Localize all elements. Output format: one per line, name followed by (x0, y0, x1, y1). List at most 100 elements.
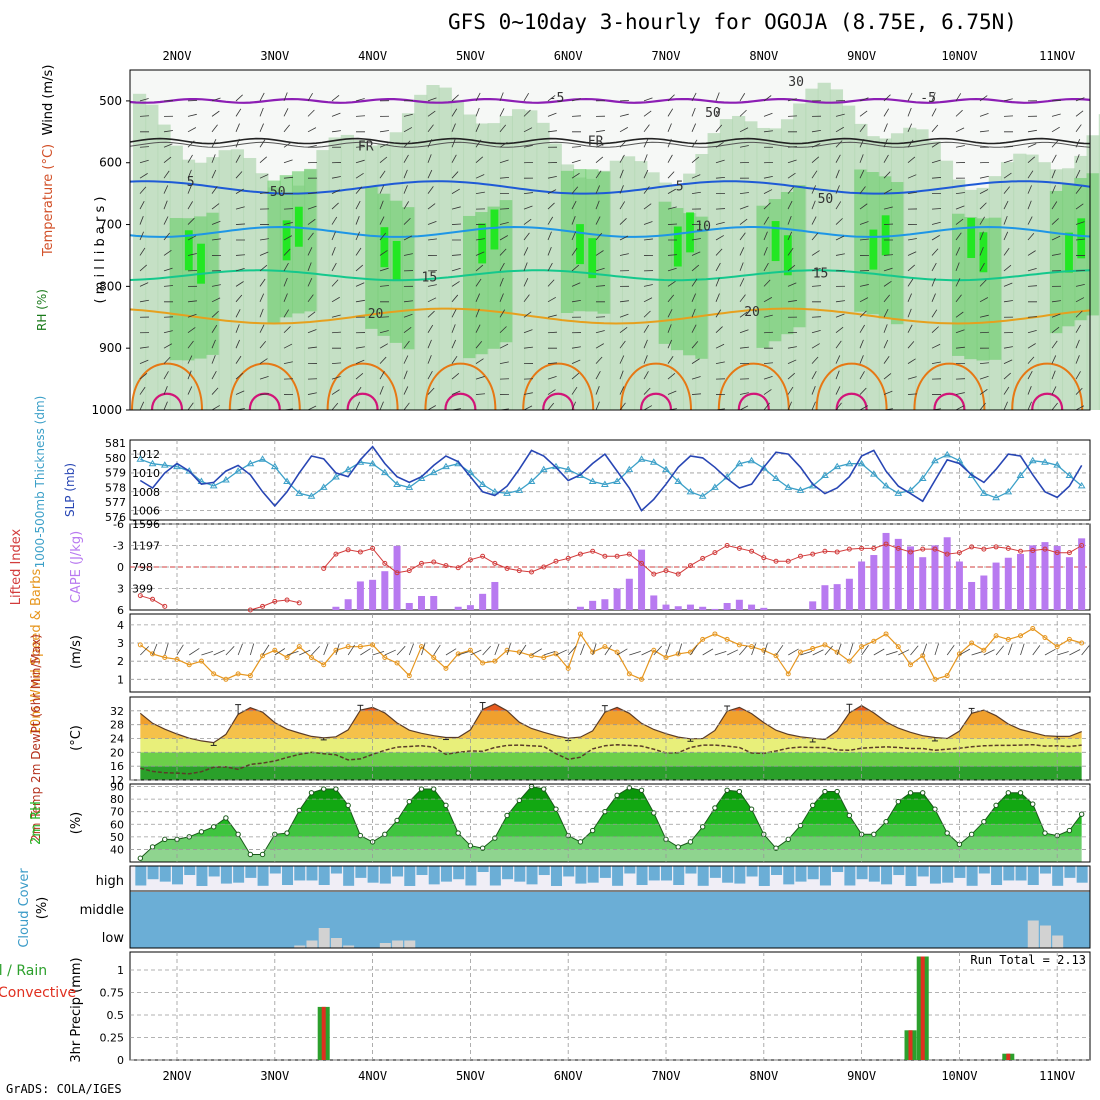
rh-band-light (939, 160, 954, 410)
wind-barb (445, 648, 457, 656)
upper-wind-barb (475, 308, 480, 318)
rh2m-marker (321, 786, 327, 792)
upper-wind-barb (1051, 313, 1061, 318)
freezing-level-contour (129, 137, 1091, 145)
upper-wind-barb (475, 174, 485, 179)
cape-bar (833, 584, 841, 610)
high-cloud-bar (844, 866, 856, 886)
upper-wind-barb (379, 371, 385, 380)
wind-barb (531, 648, 542, 656)
upper-wind-barb (523, 127, 533, 133)
wind-speed-marker (467, 647, 473, 653)
upper-wind-barb (379, 143, 389, 148)
cape-bar (699, 606, 707, 610)
thickness-marker (368, 459, 377, 467)
thickness-marker (845, 459, 854, 467)
upper-wind-barb (427, 324, 434, 333)
upper-wind-barb (427, 339, 432, 349)
high-cloud-bar (624, 866, 636, 874)
contour-label: 50 (818, 192, 834, 207)
upper-wind-barb (643, 186, 650, 194)
upper-wind-barb (931, 177, 942, 179)
high-cloud-bar (917, 866, 929, 877)
thickness-marker (222, 476, 230, 483)
high-cloud-bar (661, 866, 672, 881)
upper-wind-barb (883, 108, 890, 117)
contour-label: 5 (187, 175, 195, 190)
wind-barb (726, 649, 739, 656)
upper-wind-barb (595, 156, 604, 164)
upper-wind-barb (643, 355, 648, 364)
rh2m-marker (284, 830, 290, 836)
wind-barb (800, 651, 813, 656)
temp-contour-25 (913, 362, 986, 411)
upper-wind-barb (739, 405, 749, 411)
lifted-index-marker (260, 603, 266, 609)
upper-wind-barb (595, 285, 606, 287)
upper-wind-barb (547, 130, 557, 133)
contour-label: 30 (788, 75, 804, 90)
upper-wind-barb (139, 159, 149, 164)
upper-wind-barb (403, 185, 408, 194)
upper-wind-barb (907, 92, 913, 102)
upper-wind-barb (523, 232, 530, 241)
rh-tick-label: 60 (110, 818, 124, 831)
upper-wind-barb (979, 216, 985, 225)
rh-band-light (328, 137, 342, 410)
upper-wind-barb (955, 247, 961, 256)
temp-contour-25 (131, 362, 203, 411)
wind-barb (470, 649, 482, 656)
upper-wind-barb (595, 250, 604, 256)
rh-tick-label: 40 (110, 843, 124, 856)
upper-wind-barb (547, 296, 556, 303)
upper-wind-barb (859, 339, 864, 349)
upper-wind-barb (811, 267, 821, 272)
upper-wind-barb (331, 389, 340, 395)
upper-wind-barb (979, 375, 989, 380)
wind-speed-marker (406, 673, 412, 679)
upper-wind-barb (691, 278, 698, 287)
upper-wind-barb (787, 146, 797, 148)
upper-wind-barb (595, 386, 600, 395)
upper-wind-barb (859, 203, 868, 210)
upper-wind-barb (835, 253, 845, 256)
upper-wind-barb (331, 296, 340, 303)
thickness-marker (1065, 471, 1074, 479)
upper-wind-barb (499, 235, 509, 241)
upper-wind-barb (1051, 370, 1056, 380)
upper-wind-barb (475, 191, 485, 195)
wind-speed-marker (577, 631, 583, 637)
thickness-marker (466, 468, 475, 476)
cape-bar (723, 602, 731, 610)
upper-wind-barb (619, 235, 629, 241)
upper-wind-barb (1075, 186, 1082, 194)
upper-wind-barb (979, 202, 987, 210)
upper-wind-barb (235, 138, 240, 148)
upper-wind-barb (955, 93, 962, 102)
upper-wind-barb (427, 405, 436, 411)
upper-wind-barb (187, 169, 192, 179)
upper-wind-barb (163, 356, 171, 364)
upper-wind-barb (835, 169, 840, 179)
rh2m-marker (981, 819, 987, 825)
high-cloud-bar (1003, 866, 1015, 881)
upper-wind-barb (739, 294, 746, 303)
wind-barb (494, 643, 500, 656)
wind-barb (433, 644, 441, 656)
lifted-index-marker (687, 563, 693, 569)
upper-wind-barb (547, 389, 556, 395)
upper-wind-barb (403, 217, 411, 225)
high-cloud-bar (550, 866, 562, 886)
upper-wind-barb (1051, 326, 1060, 334)
rh2m-marker (907, 790, 914, 796)
bottom-date-label: 2NOV (163, 1069, 192, 1083)
upper-wind-barb (931, 208, 942, 210)
rh-band-light (524, 110, 538, 410)
upper-wind-barb (283, 293, 288, 302)
upper-wind-barb (547, 376, 557, 380)
cape-bar (601, 599, 609, 610)
wind-speed-marker (370, 642, 376, 648)
upper-wind-barb (883, 188, 893, 194)
thickness-marker (857, 459, 866, 467)
upper-wind-barb (595, 216, 601, 225)
